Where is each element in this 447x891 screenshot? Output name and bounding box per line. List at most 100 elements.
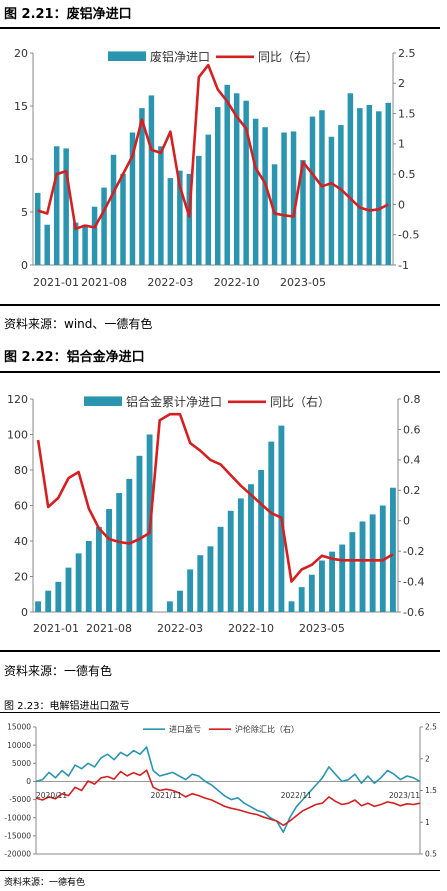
y-tick-label-right: 1: [425, 818, 430, 827]
bar: [129, 132, 136, 265]
y-tick-label-left: 20: [14, 570, 28, 583]
legend-label: 进口盈亏: [169, 725, 201, 734]
bar: [136, 455, 143, 612]
y-tick-label-right: 0.2: [403, 484, 421, 497]
bar: [290, 131, 297, 265]
y-tick-label-right: 2.5: [425, 723, 437, 732]
bar: [91, 206, 98, 265]
legend-label: 同比（右）: [258, 49, 318, 64]
bar: [167, 178, 174, 265]
x-tick-label: 2021/11: [151, 791, 182, 800]
y-tick-label-left: 5000: [12, 759, 31, 768]
bar: [72, 222, 79, 265]
bar: [186, 173, 193, 265]
x-tick-label: 2022-10: [228, 622, 274, 635]
y-tick-label-left: 60: [14, 499, 28, 512]
source-note: 资料来源：wind、一德有色: [4, 317, 153, 331]
legend-swatch: [84, 396, 122, 406]
legend-label: 废铝净进口: [150, 49, 210, 64]
y-tick-label-left: 15000: [7, 723, 31, 732]
bar: [347, 93, 354, 265]
x-tick-label: 2022-03: [157, 622, 203, 635]
bar: [298, 587, 305, 612]
bar: [126, 478, 133, 612]
y-tick-label-right: 0.6: [403, 423, 421, 436]
figure-title: 图 2.21：废铝净进口: [4, 7, 132, 22]
title-rule: [0, 27, 440, 29]
bar: [366, 104, 373, 265]
bar: [369, 514, 376, 612]
title-rule: [0, 371, 440, 373]
y-tick-label-left: 0: [26, 777, 31, 786]
bar: [227, 510, 234, 612]
legend-label: 沪伦除汇比（右）: [235, 724, 299, 734]
bar: [207, 546, 214, 612]
bar: [300, 160, 306, 265]
bottom-rule: [0, 304, 440, 306]
series-line: [35, 769, 421, 827]
bar: [177, 590, 183, 612]
bar: [357, 108, 363, 266]
x-tick-label: 2023-05: [280, 276, 326, 289]
bar: [45, 590, 52, 612]
bar: [359, 521, 366, 612]
bar: [309, 116, 316, 265]
bar: [65, 567, 72, 612]
y-tick-label-right: 0.5: [425, 850, 437, 859]
bar: [85, 541, 92, 612]
y-tick-label-right: -0.5: [398, 229, 419, 242]
bar: [205, 134, 212, 265]
source-note: 资料来源：一德有色: [4, 878, 86, 888]
x-tick-label: 2021-08: [81, 276, 127, 289]
y-tick-label-left: -10000: [4, 813, 31, 822]
bar: [243, 100, 249, 265]
bar: [196, 155, 202, 265]
series-line: [36, 412, 394, 583]
y-tick-label-right: 2.5: [398, 47, 416, 60]
bar: [389, 487, 396, 612]
y-tick-label-right: -0.4: [403, 575, 424, 588]
title-rule: [0, 712, 440, 713]
bar: [349, 532, 356, 612]
bar: [281, 132, 287, 265]
bar: [53, 146, 60, 265]
bar: [166, 601, 173, 612]
x-tick-label: 2021-08: [86, 622, 132, 635]
y-tick-label-right: 2: [398, 77, 405, 90]
bar: [258, 470, 265, 612]
y-tick-label-left: 80: [14, 464, 28, 477]
y-tick-label-right: 0.4: [403, 454, 421, 467]
y-tick-label-left: 0: [21, 259, 28, 272]
chart-alloy-net-import: 0 20 40 60 80 100 120 -0.6 -0.4 -0.2 0 0.2 0.4 0.6 0.8…: [7, 393, 424, 635]
y-tick-label-left: 10000: [7, 741, 31, 750]
y-tick-label-right: -1: [398, 259, 409, 272]
bar: [233, 93, 240, 265]
y-tick-label-right: -0.6: [403, 606, 424, 619]
bar: [329, 551, 336, 612]
x-tick-label: 2022-03: [147, 276, 193, 289]
y-tick-label-right: -0.2: [403, 545, 424, 558]
y-tick-label-left: 100: [7, 428, 28, 441]
bar: [177, 170, 183, 265]
bar: [44, 224, 50, 265]
chart-scrap-aluminum-net-import: 0 5 10 15 20 -1 -0.5 0 0.5 1 1.5 2 2.5 2021-01 2021-08…: [14, 47, 419, 289]
bar: [63, 148, 69, 265]
y-tick-label-right: 0.5: [398, 168, 416, 181]
y-tick-label-left: 20: [14, 47, 28, 60]
bottom-rule: [0, 650, 440, 652]
chart-electrolytic-aluminum-import-export-pnl: -20000 -15000 -10000 -5000 0 5000 10000 15000 0.…: [4, 723, 437, 859]
bar: [120, 173, 126, 265]
bar: [328, 136, 335, 265]
x-tick-label: 2021-01: [33, 276, 79, 289]
y-tick-label-left: 10: [14, 153, 28, 166]
bar: [116, 493, 123, 612]
legend-label: 同比（右）: [270, 394, 330, 409]
y-tick-label-left: -15000: [4, 831, 31, 840]
bar: [319, 560, 325, 612]
y-tick-label-left: -20000: [4, 850, 31, 859]
bar: [110, 154, 117, 265]
bar: [237, 498, 244, 612]
x-tick-label: 2020/11: [36, 791, 67, 800]
y-tick-label-right: 2: [425, 754, 430, 763]
bar: [339, 544, 346, 612]
